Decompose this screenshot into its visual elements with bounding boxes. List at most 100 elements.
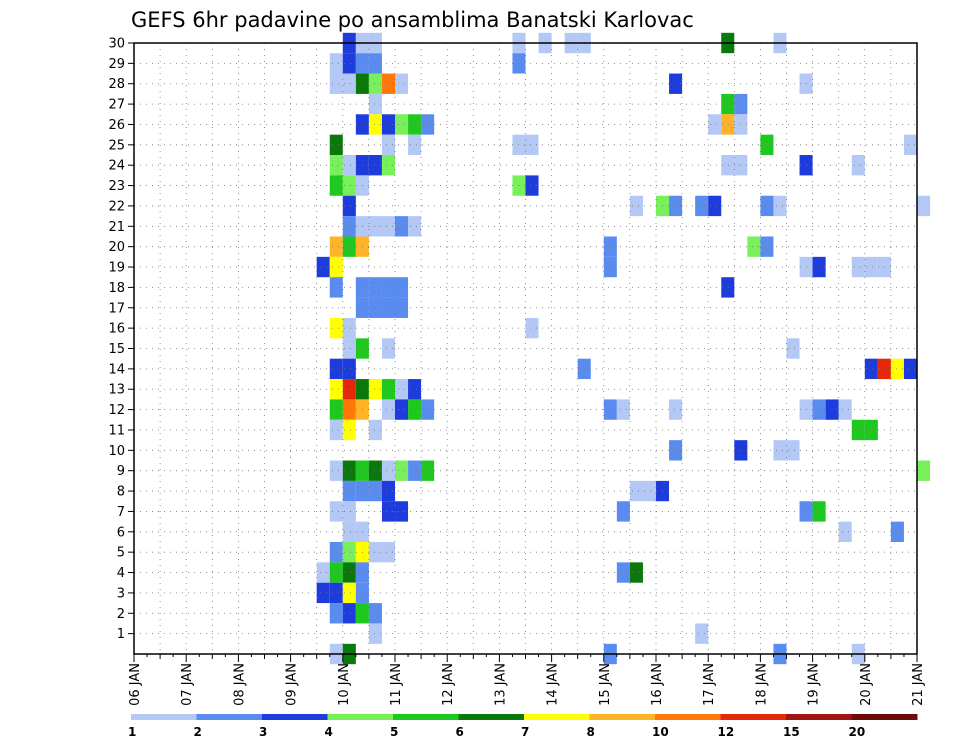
precip-cell	[812, 256, 826, 278]
precip-cell	[603, 256, 617, 278]
precip-cell	[381, 399, 395, 420]
precip-cell	[747, 236, 761, 257]
precip-cell	[381, 338, 395, 359]
legend-label: 5	[390, 725, 398, 739]
precip-cell	[851, 256, 865, 278]
precip-cell	[395, 399, 409, 420]
y-tick-label: 10	[108, 444, 125, 459]
legend-swatch	[262, 714, 328, 720]
precip-cell	[368, 603, 382, 624]
precip-cell	[629, 480, 643, 502]
precip-cell	[342, 317, 356, 339]
legend-label: 15	[783, 725, 800, 739]
precip-cell	[329, 73, 343, 94]
precip-cell	[342, 541, 356, 563]
precip-cell	[838, 521, 852, 542]
y-tick-label: 22	[108, 199, 125, 214]
legend-label: 10	[652, 725, 669, 739]
precip-cell	[368, 53, 382, 74]
precip-cell	[342, 501, 356, 522]
precip-cell	[368, 419, 382, 441]
precip-cell	[629, 562, 643, 583]
y-tick-label: 14	[108, 362, 125, 377]
precip-cell	[421, 114, 435, 135]
precip-cell	[917, 195, 931, 217]
precip-cell	[890, 358, 904, 380]
precip-cell	[381, 379, 395, 400]
y-tick-label: 2	[117, 607, 125, 622]
x-tick-label: 11 JAN	[389, 663, 404, 706]
precip-cell	[381, 155, 395, 176]
precip-cell	[890, 521, 904, 542]
precip-cell	[329, 175, 343, 196]
precip-cell	[342, 216, 356, 237]
precip-cell	[342, 195, 356, 217]
precip-cell	[329, 358, 343, 380]
precip-cell	[329, 562, 343, 583]
precip-cell	[381, 134, 395, 156]
legend-label: 4	[325, 725, 333, 739]
legend-label: 3	[259, 725, 267, 739]
y-tick-label: 6	[117, 525, 125, 540]
precip-cell	[381, 501, 395, 522]
precip-cell	[903, 134, 917, 156]
precip-cell	[381, 114, 395, 135]
precip-cell	[786, 440, 800, 461]
precip-cell	[864, 358, 878, 380]
precip-cell	[329, 501, 343, 522]
precip-cell	[603, 399, 617, 420]
precip-cell	[825, 399, 839, 420]
precip-cell	[525, 317, 539, 339]
y-tick-label: 5	[117, 546, 125, 561]
precip-cell	[395, 114, 409, 135]
x-tick-label: 21 JAN	[911, 663, 926, 706]
precip-cell	[368, 297, 382, 318]
x-tick-label: 08 JAN	[232, 663, 247, 706]
precip-cell	[773, 195, 787, 217]
y-tick-label: 29	[108, 57, 125, 72]
precip-cell	[812, 501, 826, 522]
precip-cell	[851, 155, 865, 176]
precip-cell	[760, 195, 774, 217]
precip-cell	[381, 297, 395, 318]
x-tick-label: 16 JAN	[650, 663, 665, 706]
y-tick-label: 25	[108, 138, 125, 153]
precip-cell	[368, 623, 382, 644]
precip-cell	[316, 582, 330, 604]
precip-cell	[381, 480, 395, 502]
x-tick-label: 15 JAN	[598, 663, 613, 706]
precip-cell	[708, 195, 722, 217]
precip-cell	[629, 195, 643, 217]
y-axis: 1234567891011121314151617181920212223242…	[108, 37, 134, 642]
precip-cell	[695, 623, 709, 644]
x-tick-label: 14 JAN	[546, 663, 561, 706]
precip-cell	[329, 53, 343, 74]
y-tick-label: 30	[108, 37, 125, 52]
x-tick-label: 17 JAN	[702, 663, 717, 706]
precip-cell	[329, 460, 343, 481]
y-tick-label: 7	[117, 505, 125, 520]
x-axis: 06 JAN 07 JAN 08 JAN 09 JAN 10 JAN 11 JAN 12 J…	[128, 654, 926, 706]
y-tick-label: 13	[108, 383, 125, 398]
x-tick-label: 12 JAN	[441, 663, 456, 706]
precip-cell	[669, 399, 683, 420]
precip-cell	[395, 460, 409, 481]
y-tick-label: 11	[108, 423, 125, 438]
legend-swatch	[131, 714, 197, 720]
legend-swatch	[196, 714, 263, 720]
precip-cell	[368, 114, 382, 135]
precip-cell	[381, 73, 395, 94]
precip-cell	[395, 277, 409, 298]
legend-label: 12	[718, 725, 735, 739]
precip-cell	[917, 460, 931, 481]
precip-cell	[721, 277, 735, 298]
precip-cell	[395, 297, 409, 318]
precip-cell	[368, 379, 382, 400]
legend-swatch	[720, 714, 787, 720]
y-tick-label: 26	[108, 118, 125, 133]
precip-cell	[721, 114, 735, 135]
precip-cell	[421, 460, 435, 481]
legend-swatch	[393, 714, 459, 720]
precip-cell	[864, 256, 878, 278]
precip-cell	[786, 338, 800, 359]
